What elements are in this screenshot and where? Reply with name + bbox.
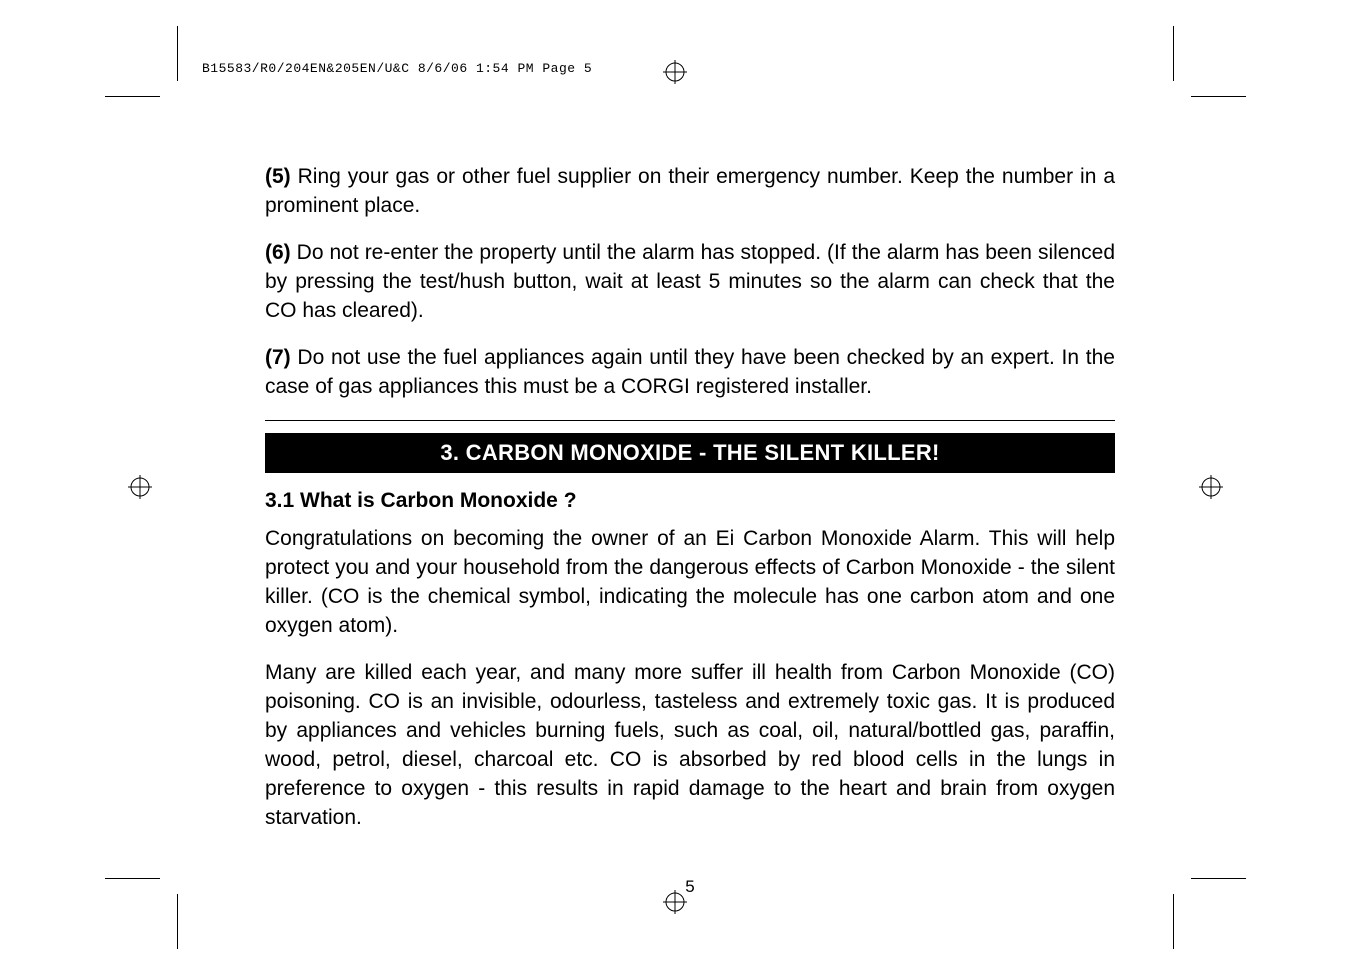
- page-body: (5) Ring your gas or other fuel supplier…: [265, 163, 1115, 850]
- registration-mark-top: [663, 60, 687, 84]
- crop-mark: [177, 894, 178, 949]
- instruction-5: (5) Ring your gas or other fuel supplier…: [265, 163, 1115, 221]
- crop-mark: [1191, 878, 1246, 879]
- registration-mark-left: [128, 475, 152, 499]
- crop-mark: [1173, 894, 1174, 949]
- crop-mark: [1173, 26, 1174, 81]
- step-text-5: Ring your gas or other fuel supplier on …: [265, 165, 1115, 217]
- crop-mark: [1191, 96, 1246, 97]
- instruction-6: (6) Do not re-enter the property until t…: [265, 239, 1115, 326]
- intro-paragraph: Congratulations on becoming the owner of…: [265, 525, 1115, 641]
- crop-mark: [105, 96, 160, 97]
- section-header: 3. CARBON MONOXIDE - THE SILENT KILLER!: [265, 433, 1115, 473]
- step-text-7: Do not use the fuel appliances again unt…: [265, 346, 1115, 398]
- step-number-7: (7): [265, 346, 291, 369]
- file-slug: B15583/R0/204EN&205EN/U&C 8/6/06 1:54 PM…: [202, 61, 592, 76]
- section-divider: [265, 420, 1115, 421]
- subsection-heading: 3.1 What is Carbon Monoxide ?: [265, 489, 1115, 513]
- registration-mark-right: [1199, 475, 1223, 499]
- instruction-7: (7) Do not use the fuel appliances again…: [265, 344, 1115, 402]
- step-text-6: Do not re-enter the property until the a…: [265, 241, 1115, 322]
- crop-mark: [177, 26, 178, 81]
- step-number-5: (5): [265, 165, 291, 188]
- crop-mark: [105, 878, 160, 879]
- page-number: 5: [265, 877, 1115, 897]
- step-number-6: (6): [265, 241, 291, 264]
- co-description-paragraph: Many are killed each year, and many more…: [265, 659, 1115, 833]
